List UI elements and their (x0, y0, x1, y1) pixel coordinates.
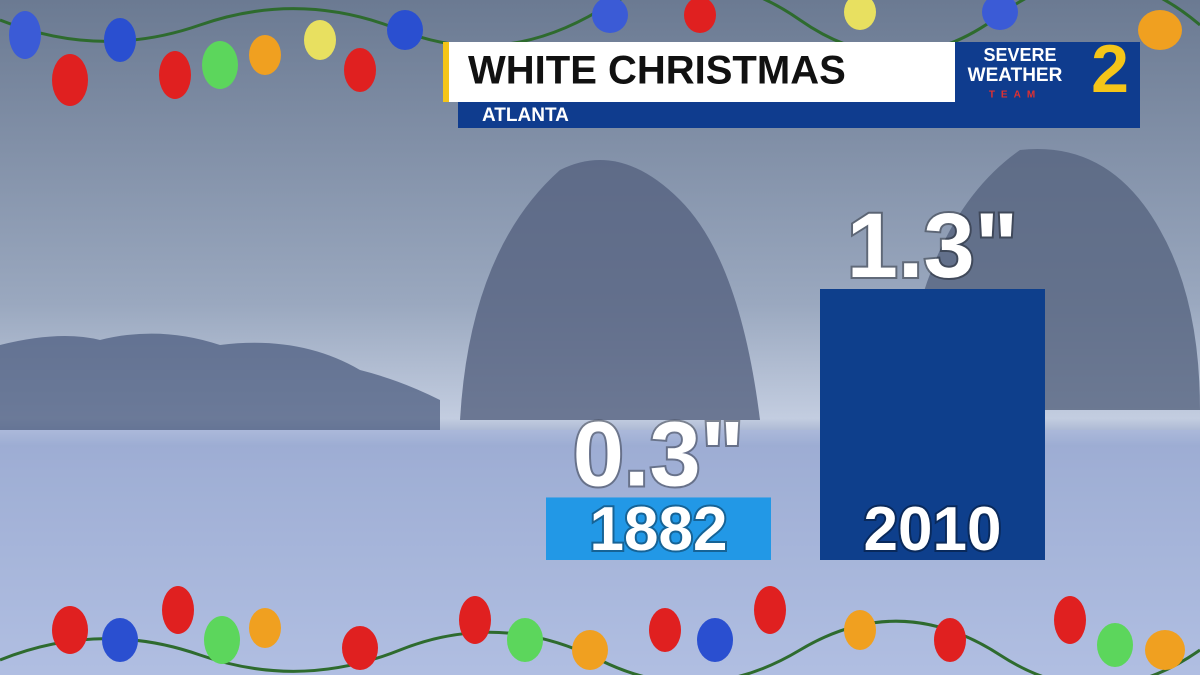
tree (460, 160, 760, 420)
bar (546, 497, 771, 560)
value-label: 1.3" (847, 195, 1019, 297)
chart-subtitle: ATLANTA (482, 105, 569, 126)
tree-line (0, 333, 440, 430)
subtitle-bar (458, 102, 1140, 128)
chart-title: WHITE CHRISTMAS (468, 49, 846, 93)
bar (820, 289, 1045, 560)
lights-bottom (0, 586, 1200, 675)
lights-top (0, 0, 1200, 106)
x-tick-label: 1882 (590, 495, 728, 564)
logo-number: 2 (1091, 31, 1129, 107)
logo-text: WEATHER (968, 65, 1063, 86)
logo-text: SEVERE (983, 45, 1056, 65)
title-accent (443, 42, 449, 102)
logo-box (955, 42, 1140, 102)
title-box (449, 42, 955, 102)
x-tick-label: 2010 (864, 495, 1002, 564)
value-label: 0.3" (573, 403, 745, 505)
logo-text: TEAM (989, 90, 1041, 101)
